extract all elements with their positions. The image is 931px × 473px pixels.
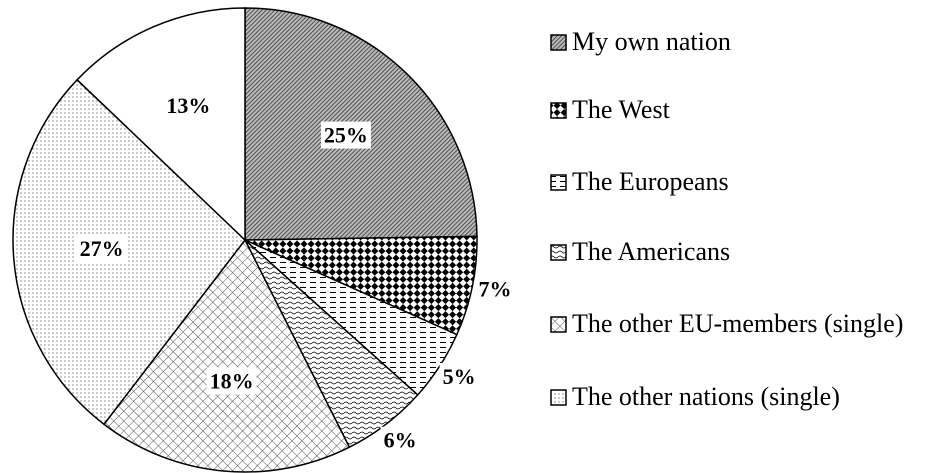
legend-item: The Americans — [550, 238, 931, 266]
legend-swatch — [550, 244, 567, 261]
value-label: 27% — [80, 236, 124, 261]
legend-item: The other EU-members (single) — [550, 310, 931, 338]
value-label: 18% — [210, 368, 254, 393]
legend-swatch — [550, 174, 567, 191]
value-label: 25% — [324, 123, 368, 148]
value-label-bg — [380, 426, 420, 454]
value-label-bg — [439, 362, 479, 390]
value-label: 7% — [479, 276, 512, 301]
legend-swatch-box — [550, 102, 567, 119]
value-label-bg — [76, 235, 127, 263]
pie-slice — [76, 7, 246, 242]
legend-label: My own nation — [572, 27, 731, 56]
legend-label: The Europeans — [572, 167, 729, 196]
value-label: 6% — [384, 428, 417, 453]
legend-swatch — [550, 102, 567, 119]
legend-swatch — [550, 34, 567, 51]
legend-swatch-box — [550, 244, 567, 261]
pie-slice — [102, 238, 351, 473]
legend-swatch — [550, 389, 567, 406]
value-label: 13% — [166, 93, 210, 118]
legend-label: The West — [572, 95, 670, 124]
legend-item: The Europeans — [550, 168, 931, 196]
value-label: 5% — [443, 364, 476, 389]
pie-slice — [12, 78, 247, 426]
value-label-bg — [206, 367, 257, 395]
legend-label: The other nations (single) — [572, 382, 840, 411]
legend-swatch-box — [550, 34, 567, 51]
legend-item: The other nations (single) — [550, 383, 931, 411]
legend-label: The other EU-members (single) — [572, 309, 904, 338]
legend-swatch-box — [550, 389, 567, 406]
legend-swatch-box — [550, 174, 567, 191]
legend-swatch — [550, 316, 567, 333]
legend-label: The Americans — [572, 237, 731, 266]
value-label-bg — [320, 121, 371, 149]
value-label-bg — [475, 275, 515, 303]
legend-item: My own nation — [550, 28, 931, 56]
legend-swatch-box — [550, 316, 567, 333]
value-label-bg — [163, 91, 214, 119]
legend-item: The West — [550, 96, 931, 124]
